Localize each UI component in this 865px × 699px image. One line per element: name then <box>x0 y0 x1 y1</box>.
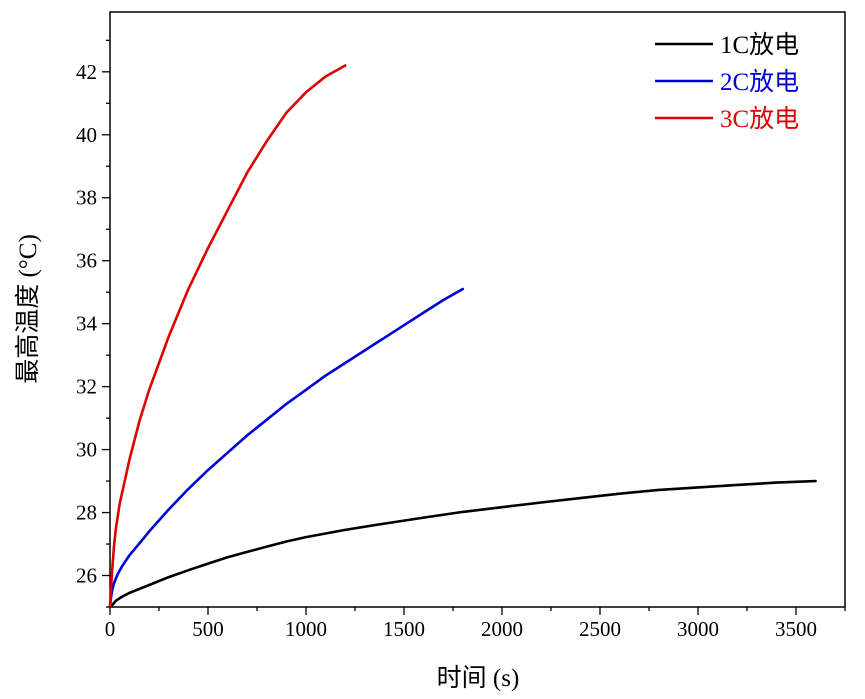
x-tick-label: 500 <box>192 617 224 641</box>
plot-lines <box>108 64 817 609</box>
y-tick-label: 32 <box>76 375 97 399</box>
x-tick-label: 2500 <box>579 617 621 641</box>
legend-label-1: 1C放电 <box>720 31 799 59</box>
series-line-2 <box>108 287 465 609</box>
y-tick-label: 40 <box>76 123 97 147</box>
x-tick-label: 2000 <box>481 617 523 641</box>
x-tick-label: 1500 <box>383 617 425 641</box>
y-tick-label: 36 <box>76 249 97 273</box>
y-tick-label: 34 <box>76 312 98 336</box>
y-tick-label: 30 <box>76 438 97 462</box>
legend: 1C放电 2C放电 3C放电 <box>655 31 799 133</box>
x-axis-title: 时间 (s) <box>437 664 520 692</box>
x-axis: 0 500 1000 1500 2000 2500 3000 3500 <box>105 607 846 641</box>
x-tick-label: 1000 <box>285 617 327 641</box>
y-tick-label: 42 <box>76 60 97 84</box>
x-tick-label: 3500 <box>775 617 817 641</box>
y-tick-label: 26 <box>76 564 97 588</box>
x-tick-label: 0 <box>105 617 116 641</box>
y-axis: 26 28 30 32 34 36 38 40 42 <box>76 39 110 608</box>
y-tick-label: 38 <box>76 186 97 210</box>
legend-label-3: 3C放电 <box>720 105 799 133</box>
series-line-3 <box>108 64 347 609</box>
y-tick-label: 28 <box>76 501 97 525</box>
x-tick-label: 3000 <box>677 617 719 641</box>
legend-label-2: 2C放电 <box>720 68 799 96</box>
y-axis-title: 最高温度 (°C) <box>14 234 42 384</box>
series-line-1 <box>108 479 817 609</box>
plot-frame <box>109 11 846 608</box>
